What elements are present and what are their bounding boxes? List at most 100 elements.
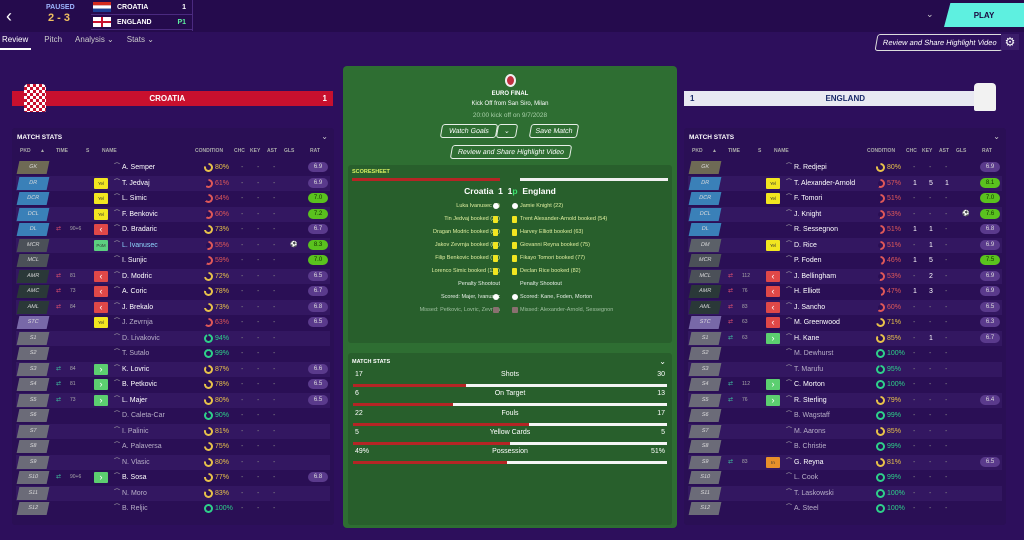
player-row[interactable]: S12 ⌒ A. Steel 100% - - -: [688, 501, 1002, 516]
column-header-sort[interactable]: ▲: [40, 148, 45, 154]
player-name[interactable]: J. Sancho: [794, 303, 826, 311]
player-name[interactable]: A. Semper: [122, 164, 156, 171]
player-row[interactable]: S2 ⌒ T. Sutalo 99% - - -: [16, 346, 330, 361]
column-header-chc[interactable]: CHC: [906, 148, 917, 154]
player-name[interactable]: D. Livakovic: [122, 334, 160, 342]
player-name[interactable]: J. Zevrnja: [122, 319, 153, 326]
column-header-condition[interactable]: CONDITION: [867, 148, 896, 154]
gear-icon[interactable]: ⚙: [1001, 34, 1019, 50]
column-header-pkd[interactable]: PKD: [20, 148, 31, 154]
player-row[interactable]: S4 ⇄ 112 › ⌒ C. Morton 100% - - -: [688, 377, 1002, 392]
player-row[interactable]: S9 ⇄ 83 In ⌒ G. Reyna 81% - - - 6.5: [688, 454, 1002, 470]
player-row[interactable]: S6 ⌒ B. Wagstaff 99% - - -: [688, 408, 1002, 423]
watch-goals-button[interactable]: Watch Goals: [439, 124, 499, 138]
player-name[interactable]: B. Christie: [794, 443, 827, 450]
player-name[interactable]: J. Bellingham: [794, 272, 837, 280]
player-row[interactable]: DL ⌒ R. Sessegnon 51% 1 1 - 6.8: [688, 222, 1002, 237]
player-name[interactable]: C. Morton: [794, 381, 825, 388]
share-highlight-button[interactable]: Review and Share Highlight Video: [874, 34, 1006, 51]
player-name[interactable]: K. Lovric: [122, 365, 150, 373]
player-name[interactable]: B. Sosa: [122, 474, 147, 481]
player-row[interactable]: S4 ⇄ 81 › ⌒ B. Petkovic 78% - - - 6.5: [16, 377, 330, 392]
player-row[interactable]: S7 ⌒ M. Aarons 85% - - -: [688, 423, 1002, 439]
player-name[interactable]: R. Sterling: [794, 396, 827, 404]
player-name[interactable]: I. Sunjic: [122, 257, 147, 264]
player-row[interactable]: MCL ⌒ I. Sunjic 59% - - - 7.0: [16, 253, 330, 268]
player-name[interactable]: L. Ivanusec: [122, 241, 158, 249]
player-name[interactable]: A. Palaversa: [122, 443, 162, 450]
column-header-sort[interactable]: ▲: [712, 148, 717, 154]
player-row[interactable]: DL ⇄ 90+6 ‹ ⌒ D. Bradaric 73% - - - 6.7: [16, 222, 330, 237]
player-row[interactable]: DCR Yel ⌒ F. Tomori 51% - - - 7.0: [688, 191, 1002, 206]
player-row[interactable]: AMR ⇄ 81 ‹ ⌒ D. Modric 72% - - - 6.5: [16, 268, 330, 284]
player-name[interactable]: H. Kane: [794, 334, 820, 342]
column-header-chc[interactable]: CHC: [234, 148, 245, 154]
player-row[interactable]: S10 ⇄ 90+6 › ⌒ B. Sosa 77% - - - 6.8: [16, 470, 330, 485]
chevron-down-icon[interactable]: ⌄: [495, 124, 519, 138]
player-name[interactable]: L. Cook: [794, 474, 819, 481]
player-name[interactable]: N. Vlasic: [122, 458, 150, 466]
column-header-time[interactable]: TIME: [728, 148, 740, 154]
chevron-down-icon[interactable]: ⌄: [926, 9, 934, 19]
play-button[interactable]: PLAY: [944, 3, 1024, 27]
player-row[interactable]: S11 ⌒ N. Moro 83% - - -: [16, 485, 330, 501]
player-name[interactable]: J. Brekalo: [122, 303, 154, 311]
player-row[interactable]: AML ⇄ 84 ‹ ⌒ J. Brekalo 73% - - - 6.8: [16, 299, 330, 315]
save-match-button[interactable]: Save Match: [528, 124, 580, 138]
player-row[interactable]: S10 ⌒ L. Cook 99% - - -: [688, 470, 1002, 485]
player-row[interactable]: S12 ⌒ B. Reljic 100% - - -: [16, 501, 330, 516]
column-header-condition[interactable]: CONDITION: [195, 148, 224, 154]
column-header-name[interactable]: NAME: [774, 148, 789, 154]
player-name[interactable]: M. Aarons: [794, 427, 826, 435]
column-header-ast[interactable]: AST: [267, 148, 277, 154]
player-row[interactable]: S11 ⌒ T. Laskowski 100% - - -: [688, 485, 1002, 501]
player-name[interactable]: L. Simic: [122, 195, 147, 202]
player-row[interactable]: MCR ⌒ P. Foden 46% 1 5 - 7.5: [688, 253, 1002, 268]
player-row[interactable]: STC Yel ⌒ J. Zevrnja 63% - - - 6.5: [16, 315, 330, 330]
player-name[interactable]: L. Majer: [122, 396, 148, 404]
player-name[interactable]: T. Sutalo: [122, 350, 150, 357]
player-name[interactable]: M. Greenwood: [794, 319, 840, 326]
column-header-rat[interactable]: RAT: [310, 148, 320, 154]
player-name[interactable]: R. Sessegnon: [794, 226, 838, 233]
player-row[interactable]: AMR ⇄ 76 ‹ ⌒ H. Elliott 47% 1 3 - 6.9: [688, 284, 1002, 299]
tab-pitch[interactable]: Pitch: [44, 35, 63, 44]
player-name[interactable]: H. Elliott: [794, 288, 821, 295]
player-row[interactable]: S5 ⇄ 73 › ⌒ L. Majer 80% - - - 6.5: [16, 392, 330, 408]
player-name[interactable]: N. Moro: [122, 489, 147, 497]
player-row[interactable]: S1 ⇄ 63 › ⌒ H. Kane 85% - 1 - 6.7: [688, 330, 1002, 346]
player-row[interactable]: AML ⇄ 83 ‹ ⌒ J. Sancho 60% - - - 6.5: [688, 299, 1002, 315]
player-name[interactable]: J. Knight: [794, 210, 822, 218]
player-name[interactable]: P. Foden: [794, 257, 822, 264]
column-header-rat[interactable]: RAT: [982, 148, 992, 154]
player-row[interactable]: DM Yel ⌒ D. Rice 51% - 1 - 6.9: [688, 237, 1002, 253]
column-header-pkd[interactable]: PKD: [692, 148, 703, 154]
share-highlight-video-button[interactable]: Review and Share Highlight Video: [449, 145, 573, 159]
player-row[interactable]: DCR Yel ⌒ L. Simic 64% - - - 7.0: [16, 191, 330, 206]
player-row[interactable]: S9 ⌒ N. Vlasic 80% - - -: [16, 454, 330, 470]
player-name[interactable]: G. Reyna: [794, 458, 824, 466]
player-row[interactable]: S8 ⌒ A. Palaversa 75% - - -: [16, 439, 330, 454]
player-row[interactable]: S8 ⌒ B. Christie 99% - - -: [688, 439, 1002, 454]
player-name[interactable]: T. Marufu: [794, 365, 824, 373]
player-name[interactable]: D. Caleta-Car: [122, 412, 165, 419]
player-name[interactable]: A. Coric: [122, 288, 147, 295]
player-name[interactable]: T. Alexander-Arnold: [794, 179, 856, 187]
column-header-key[interactable]: KEY: [922, 148, 933, 154]
player-row[interactable]: S3 ⌒ T. Marufu 95% - - -: [688, 361, 1002, 377]
chevron-down-icon[interactable]: ⌄: [659, 357, 666, 366]
player-name[interactable]: T. Laskowski: [794, 489, 834, 497]
column-header-time[interactable]: TIME: [56, 148, 68, 154]
player-row[interactable]: S6 ⌒ D. Caleta-Car 90% - - -: [16, 408, 330, 423]
player-name[interactable]: B. Reljic: [122, 505, 148, 512]
column-header-gls[interactable]: GLS: [284, 148, 295, 154]
player-name[interactable]: R. Redjepi: [794, 164, 827, 171]
player-row[interactable]: DCL Yel ⌒ F. Benkovic 60% - - - 7.2: [16, 206, 330, 222]
player-row[interactable]: DR Yel ⌒ T. Alexander-Arnold 57% 1 5 1 8.1: [688, 175, 1002, 191]
tab-review[interactable]: Review: [0, 35, 32, 50]
column-header-key[interactable]: KEY: [250, 148, 261, 154]
player-row[interactable]: S7 ⌒ I. Palinic 81% - - -: [16, 423, 330, 439]
tab-stats[interactable]: Stats ⌄: [126, 35, 154, 44]
player-name[interactable]: D. Rice: [794, 241, 817, 249]
player-row[interactable]: MCL ⇄ 112 ‹ ⌒ J. Bellingham 53% - 2 - 6.9: [688, 268, 1002, 284]
